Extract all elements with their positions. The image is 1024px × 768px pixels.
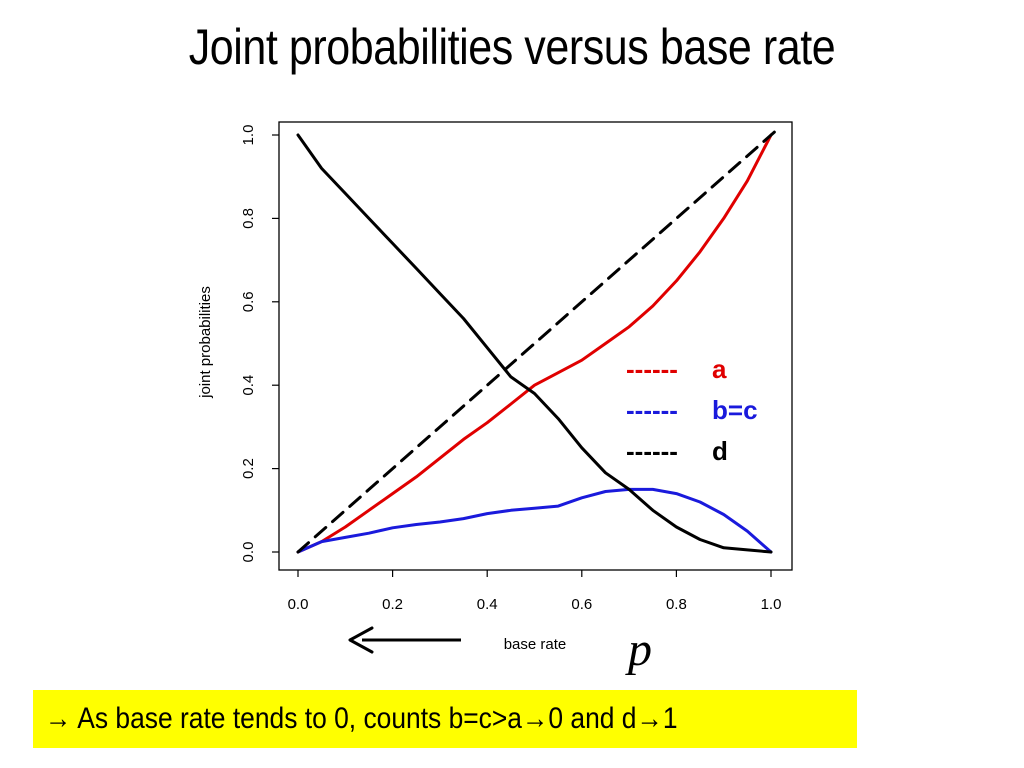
series-line-reference (296, 125, 782, 554)
y-tick-label: 0.0 (240, 542, 257, 563)
x-tick-label: 0.6 (571, 596, 592, 613)
callout-text-part-2: 0 and d (548, 702, 637, 735)
x-axis-title: base rate (504, 636, 567, 653)
y-axis-title: joint probabilities (197, 286, 214, 399)
legend-label: d (712, 436, 728, 466)
left-arrow (348, 626, 461, 654)
x-tick-label: 0.2 (382, 596, 403, 613)
series-line-d (296, 133, 773, 554)
legend-marker: ------ (626, 436, 678, 466)
right-arrow-icon: → (636, 702, 663, 735)
x-tick-label: 0.4 (477, 596, 498, 613)
chart: 0.0 0.2 0.4 0.6 0.8 1.0 0.0 0.2 0.4 0.6 0.8 1.0 joi… (197, 121, 793, 676)
series-line-a (296, 133, 773, 554)
legend-marker: ------ (626, 395, 678, 425)
slide-title: Joint probabilities versus base rate (188, 19, 836, 75)
right-arrow-icon: → (521, 702, 549, 735)
x-tick-label: 1.0 (761, 596, 782, 613)
callout-text: → As base rate tends to 0, counts b=c>a→… (45, 702, 678, 736)
y-tick-label: 0.2 (240, 458, 257, 479)
plot-frame (278, 121, 793, 571)
x-tick-label: 0.0 (288, 596, 309, 613)
series-line-bc (296, 487, 773, 554)
callout-text-part-1: As base rate tends to 0, counts b=c>a (71, 702, 522, 735)
legend: ------ a ------ b=c ------ d (626, 354, 758, 466)
y-tick-label: 0.6 (240, 291, 257, 312)
y-tick-label: 0.8 (240, 208, 257, 229)
right-arrow-icon: → (45, 702, 72, 735)
p-symbol: p (625, 623, 652, 676)
y-tick-label: 1.0 (240, 125, 257, 146)
legend-marker: ------ (626, 354, 678, 384)
callout-text-part-3: 1 (662, 702, 678, 735)
callout-box: → As base rate tends to 0, counts b=c>a→… (33, 690, 857, 748)
x-tick-label: 0.8 (666, 596, 687, 613)
y-tick-label: 0.4 (240, 375, 257, 396)
legend-label: b=c (712, 395, 758, 425)
legend-label: a (712, 354, 727, 384)
